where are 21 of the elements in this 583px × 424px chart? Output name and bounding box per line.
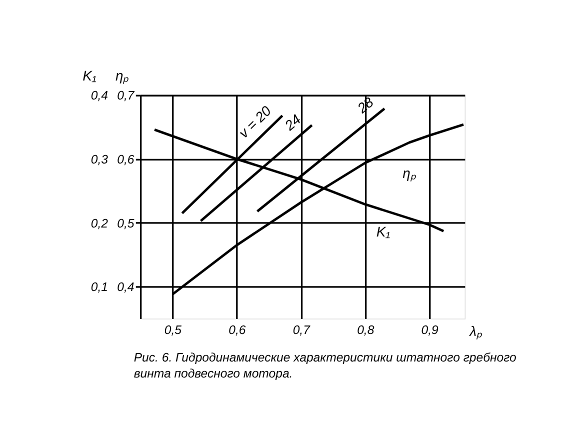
y2-tick-label: 0,4 — [90, 88, 108, 103]
x-tick-label: 0,6 — [228, 322, 246, 337]
y2-tick-label: 0,3 — [90, 152, 108, 167]
series-label: K₁ — [376, 223, 391, 240]
series-label: ηₚ — [402, 164, 416, 182]
y-axis-title: ηₚ — [115, 67, 130, 84]
y-tick-label: 0,7 — [117, 88, 136, 103]
x-tick-label: 0,7 — [292, 322, 312, 337]
y-tick-label: 0,5 — [117, 216, 134, 230]
text: v = 20 — [235, 102, 274, 141]
text: Рис. 6. Гидродинамические характеристики штатного гребного винта подвесного мотора. — [134, 350, 517, 381]
x-tick-label: 0,5 — [164, 322, 182, 337]
y2-tick-label: 0,2 — [90, 216, 108, 230]
y-tick-label: 0,6 — [117, 152, 134, 167]
x-tick-label: 0,8 — [357, 322, 374, 337]
y-tick-label: 0,4 — [117, 280, 134, 294]
y2-tick-label: 0,1 — [90, 280, 108, 294]
x-tick-label: 0,9 — [421, 322, 439, 337]
x-axis-title: λₚ — [468, 322, 483, 340]
text: 24 — [280, 110, 304, 134]
y2-axis-title: K₁ — [82, 67, 97, 84]
